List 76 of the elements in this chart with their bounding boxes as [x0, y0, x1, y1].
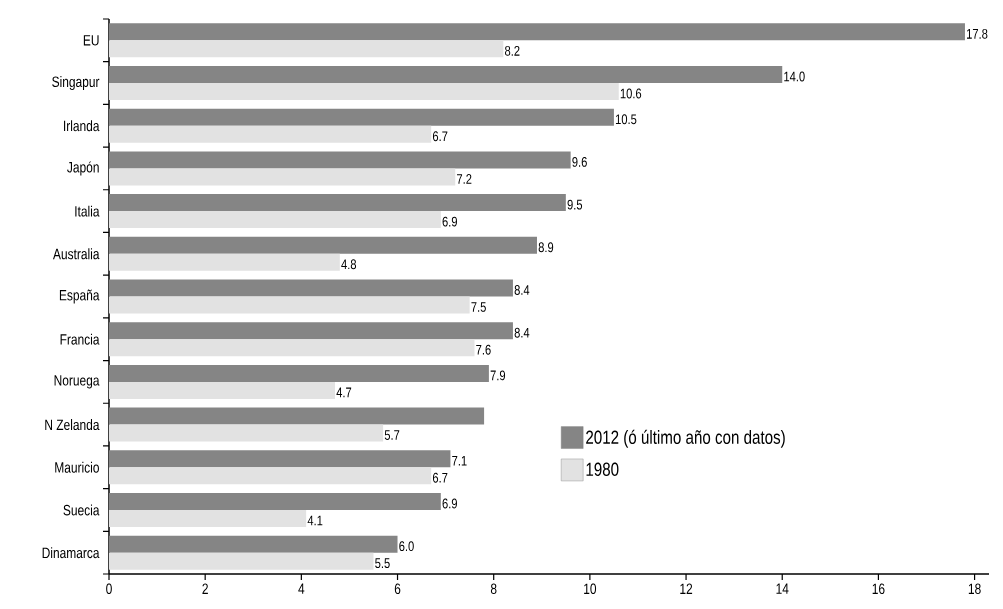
bar — [109, 40, 504, 58]
y-tick-label: Mauricio — [55, 461, 99, 473]
y-tick-label: España — [59, 289, 100, 304]
bar — [109, 125, 432, 143]
bar — [109, 194, 566, 212]
y-tick-label: Italia — [75, 205, 100, 217]
x-tick-label: 2 — [202, 583, 208, 594]
bar — [109, 552, 374, 570]
bar — [109, 108, 614, 126]
y-tick-label: EU — [83, 35, 99, 46]
bar — [109, 83, 619, 101]
bar — [109, 151, 571, 169]
data-label: 8.4 — [514, 285, 530, 295]
bar — [109, 339, 475, 357]
x-tick-label: 6 — [394, 583, 401, 595]
bar — [109, 279, 513, 297]
y-tick-label: Australia — [52, 248, 100, 260]
bar — [109, 535, 398, 553]
y-tick-label: Noruega — [54, 375, 100, 389]
data-label: 6.9 — [442, 498, 457, 509]
data-label: 4.1 — [307, 515, 323, 526]
x-tick-label: 12 — [680, 583, 693, 594]
data-label: 7.1 — [452, 455, 467, 466]
y-tick-label: N Zelanda — [45, 419, 100, 431]
data-label: 5.5 — [375, 558, 390, 569]
x-tick-label: 8 — [490, 583, 497, 595]
data-label: 4.7 — [336, 387, 352, 398]
legend-label: 1980 — [586, 462, 619, 476]
data-label: 9.6 — [572, 156, 587, 167]
data-label: 7.2 — [457, 174, 472, 184]
data-label: 8.9 — [538, 242, 554, 253]
x-tick-label: 10 — [584, 583, 597, 595]
y-tick-label: Singapur — [52, 76, 100, 90]
bar — [109, 66, 783, 84]
data-label: 9.5 — [567, 199, 583, 210]
y-tick-label: Francia — [60, 333, 100, 345]
x-tick-label: 14 — [776, 583, 789, 594]
x-tick-label: 4 — [298, 583, 305, 594]
x-tick-label: 18 — [968, 583, 981, 595]
bar — [109, 23, 965, 41]
data-label: 8.2 — [505, 45, 520, 56]
data-label: 6.7 — [432, 472, 448, 483]
bar — [109, 450, 451, 468]
bar — [109, 424, 384, 442]
bar — [109, 168, 456, 186]
y-tick-label: Suecia — [63, 504, 100, 516]
data-label: 14.0 — [784, 71, 805, 82]
data-label: 17.8 — [967, 28, 988, 39]
bar — [109, 322, 513, 340]
y-tick-label: Dinamarca — [42, 547, 100, 559]
data-label: 7.6 — [476, 344, 491, 355]
legend-label: 2012 (ó último año con datos) — [586, 429, 785, 448]
bar — [109, 364, 489, 382]
bar — [109, 467, 432, 485]
data-label: 4.8 — [341, 259, 357, 270]
data-label: 6.9 — [442, 216, 457, 227]
bar — [109, 236, 537, 254]
data-label: 7.9 — [490, 370, 506, 381]
bar — [109, 381, 336, 399]
bar — [109, 253, 340, 271]
y-tick-label: Irlanda — [64, 120, 100, 132]
data-label: 6.0 — [399, 541, 414, 552]
data-label: 7.5 — [471, 302, 486, 312]
bar — [109, 407, 485, 425]
data-label: 6.7 — [432, 131, 448, 142]
x-tick-label: 16 — [872, 583, 885, 595]
data-label: 8.4 — [514, 327, 530, 338]
y-tick-label: Japón — [67, 161, 99, 176]
bar — [109, 296, 470, 314]
x-tick-label: 0 — [106, 583, 112, 595]
bar — [109, 509, 307, 527]
bar — [109, 211, 441, 229]
bar — [109, 492, 441, 510]
data-label: 10.6 — [620, 88, 642, 99]
data-label: 5.7 — [384, 430, 400, 440]
data-label: 10.5 — [615, 114, 637, 125]
